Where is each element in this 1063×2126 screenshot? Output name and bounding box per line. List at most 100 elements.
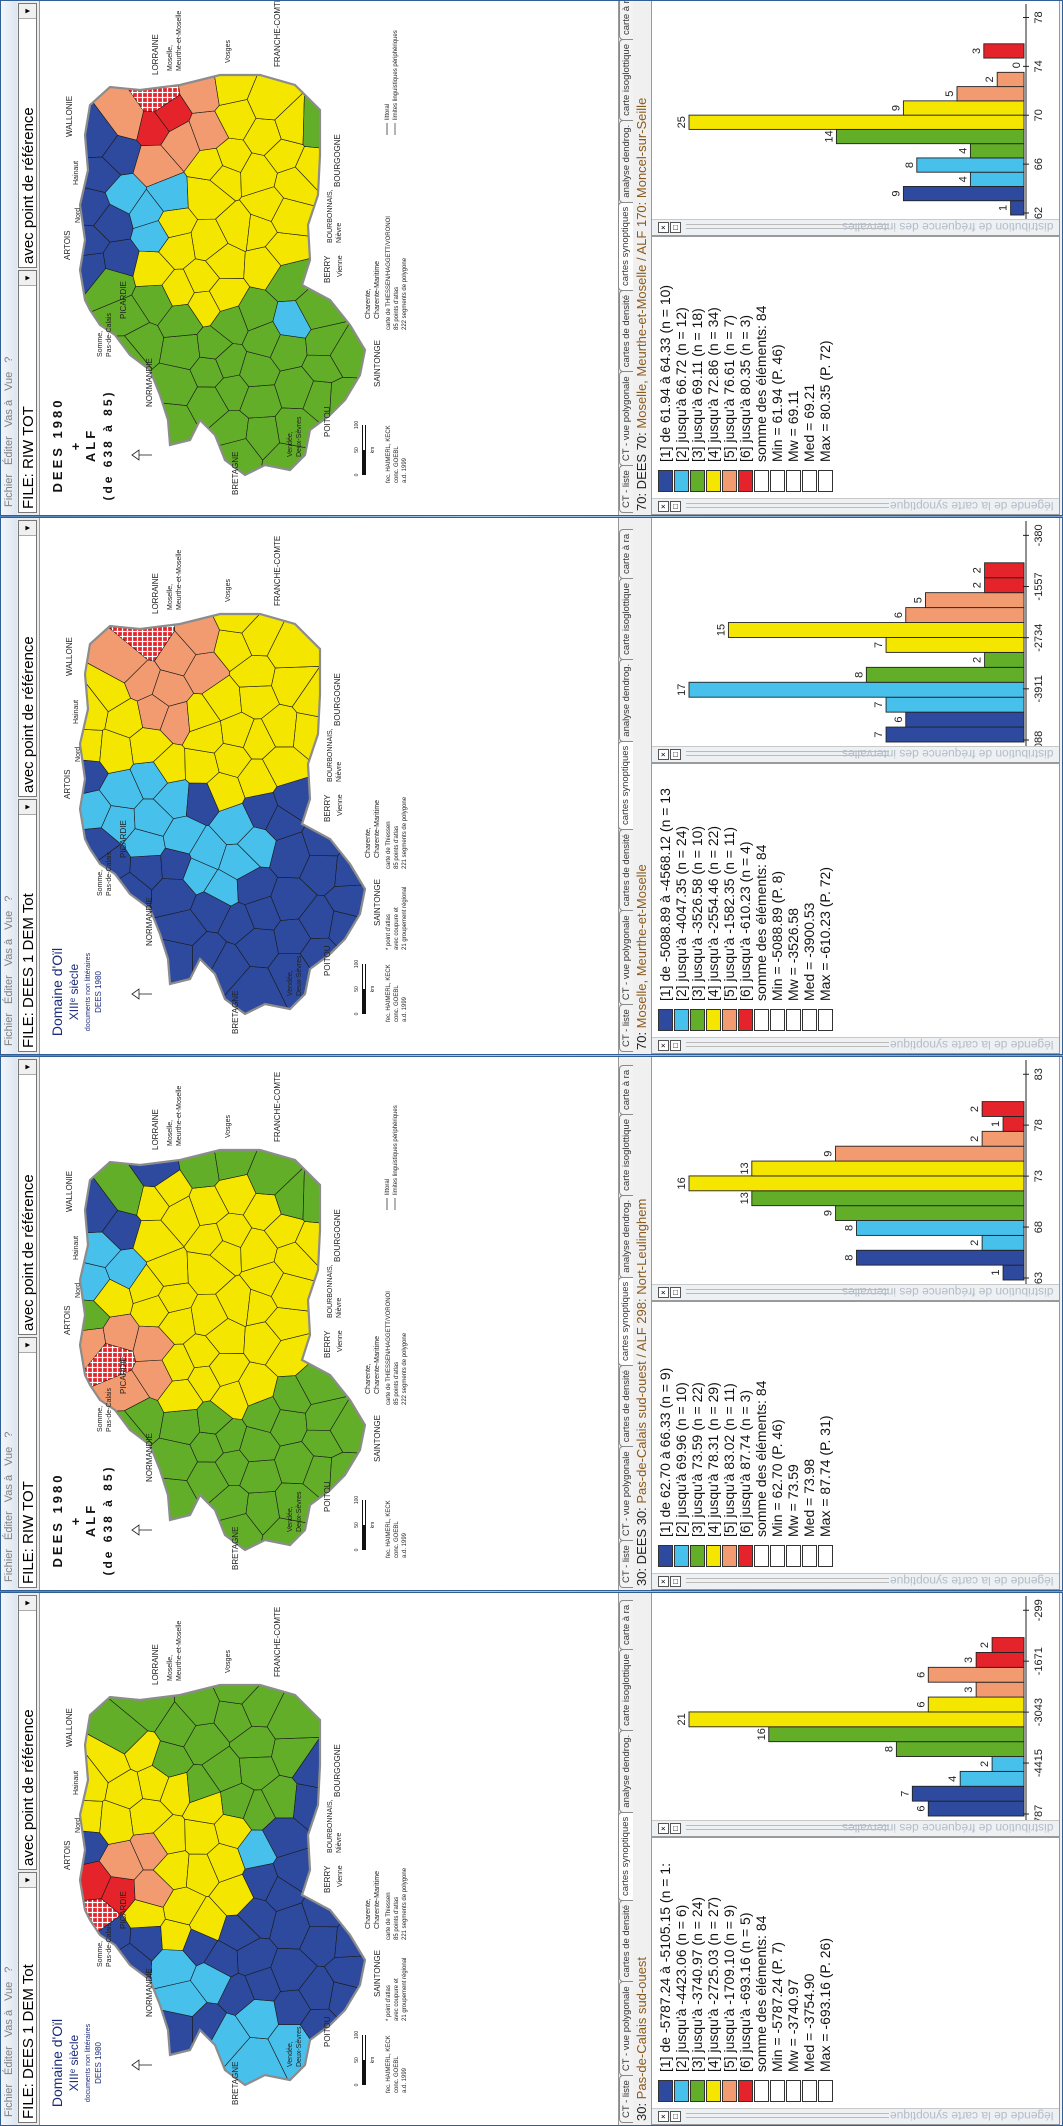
menu-item-4[interactable]: ? xyxy=(3,1966,15,1973)
close-icon[interactable]: × xyxy=(658,501,669,512)
drag-grip[interactable] xyxy=(686,1042,889,1047)
close-icon[interactable]: × xyxy=(658,1040,669,1051)
tab-4[interactable]: analyse dendrog. xyxy=(619,658,633,742)
legend-panel-titlebar[interactable]: × □ légende de la carte synoptique xyxy=(652,2108,1059,2124)
legend-swatch xyxy=(722,470,737,492)
histogram-panel-title: distribution de fréquence des intervalle… xyxy=(841,220,1053,234)
synoptic-map[interactable]: ARTOIS Nord Hainaut LORRAINE Moselle, Meurthe… xyxy=(39,0,619,515)
file-select[interactable]: FILE: DEES 1 DEM Tot ▼ xyxy=(18,799,37,1052)
synoptic-map[interactable]: ARTOIS Nord Hainaut LORRAINE Moselle, Meurthe… xyxy=(39,518,619,1054)
tab-6[interactable]: carte à ra xyxy=(619,1064,633,1115)
menu-item-0[interactable]: Fichier xyxy=(3,1012,15,1046)
tab-4[interactable]: analyse dendrog. xyxy=(619,1729,633,1813)
tab-2[interactable]: cartes de densité xyxy=(619,828,633,912)
tab-2[interactable]: cartes de densité xyxy=(619,1899,633,1983)
menu-item-3[interactable]: Vue xyxy=(3,910,15,930)
tab-1[interactable]: CT - vue polygonale xyxy=(619,1981,633,2077)
histogram-panel-titlebar[interactable]: × □ distribution de fréquence des interval… xyxy=(652,1284,1059,1300)
float-icon[interactable]: □ xyxy=(670,1287,681,1298)
menu-item-1[interactable]: Éditer xyxy=(3,436,15,465)
float-icon[interactable]: □ xyxy=(670,222,681,233)
legend-panel-titlebar[interactable]: × □ légende de la carte synoptique xyxy=(652,1573,1059,1589)
chevron-down-icon[interactable]: ▼ xyxy=(19,1873,36,1888)
menu-item-0[interactable]: Fichier xyxy=(3,473,15,507)
file-select[interactable]: FILE: RIW TOT ▼ xyxy=(18,1337,37,1588)
bar-value-label: 5 xyxy=(912,597,924,603)
menu-item-4[interactable]: ? xyxy=(3,356,15,363)
tab-4[interactable]: analyse dendrog. xyxy=(619,119,633,203)
float-icon[interactable]: □ xyxy=(670,2111,681,2122)
menu-item-2[interactable]: Vas à xyxy=(3,1474,15,1503)
legend-line: [1] de 61.94 à 64.33 (n = 10) xyxy=(657,284,673,462)
float-icon[interactable]: □ xyxy=(670,501,681,512)
tab-6[interactable]: carte à ra xyxy=(619,528,633,579)
tab-5[interactable]: carte isoglottique xyxy=(619,578,633,660)
float-icon[interactable]: □ xyxy=(670,1040,681,1051)
histogram-panel-titlebar[interactable]: × □ distribution de fréquence des interval… xyxy=(652,1820,1059,1836)
close-icon[interactable]: × xyxy=(658,1823,669,1834)
chevron-down-icon[interactable]: ▼ xyxy=(19,1596,36,1611)
menu-item-2[interactable]: Vas à xyxy=(3,2009,15,2038)
histogram-panel-titlebar[interactable]: × □ distribution de fréquence des interval… xyxy=(652,219,1059,235)
legend-panel-titlebar[interactable]: × □ légende de la carte synoptique xyxy=(652,1037,1059,1053)
file-select[interactable]: FILE: DEES 1 DEM Tot ▼ xyxy=(18,1872,37,2123)
tab-0[interactable]: CT - liste xyxy=(619,2075,633,2123)
tab-1[interactable]: CT - vue polygonale xyxy=(619,1446,633,1542)
tab-6[interactable]: carte à ra xyxy=(619,1599,633,1650)
drag-grip[interactable] xyxy=(686,2113,889,2118)
reference-select[interactable]: avec point de référence ▼ xyxy=(18,520,37,797)
close-icon[interactable]: × xyxy=(658,749,669,760)
synoptic-map[interactable]: ARTOIS Nord Hainaut LORRAINE Moselle, Meurthe… xyxy=(39,1593,619,2125)
synoptic-map[interactable]: ARTOIS Nord Hainaut LORRAINE Moselle, Meurthe… xyxy=(39,1057,619,1590)
menu-item-3[interactable]: Vue xyxy=(3,371,15,391)
menu-item-0[interactable]: Fichier xyxy=(3,2083,15,2117)
tab-2[interactable]: cartes de densité xyxy=(619,289,633,373)
tab-3[interactable]: cartes synoptiques xyxy=(618,201,633,291)
drag-grip[interactable] xyxy=(686,503,889,508)
chevron-down-icon[interactable]: ▼ xyxy=(19,1060,36,1075)
reference-select[interactable]: avec point de référence ▼ xyxy=(18,1059,37,1335)
menu-item-1[interactable]: Éditer xyxy=(3,975,15,1004)
tab-5[interactable]: carte isoglottique xyxy=(619,1649,633,1731)
tab-0[interactable]: CT - liste xyxy=(619,1004,633,1052)
tab-1[interactable]: CT - vue polygonale xyxy=(619,371,633,467)
close-icon[interactable]: × xyxy=(658,222,669,233)
tab-0[interactable]: CT - liste xyxy=(619,465,633,513)
menu-item-1[interactable]: Éditer xyxy=(3,2046,15,2075)
menu-item-2[interactable]: Vas à xyxy=(3,938,15,967)
chevron-down-icon[interactable]: ▼ xyxy=(19,800,36,815)
tab-0[interactable]: CT - liste xyxy=(619,1540,633,1588)
tab-5[interactable]: carte isoglottique xyxy=(619,1114,633,1196)
menu-item-4[interactable]: ? xyxy=(3,1431,15,1438)
tab-2[interactable]: cartes de densité xyxy=(619,1364,633,1448)
reference-select[interactable]: avec point de référence ▼ xyxy=(18,3,37,268)
close-icon[interactable]: × xyxy=(658,1287,669,1298)
tab-4[interactable]: analyse dendrog. xyxy=(619,1194,633,1278)
tab-6[interactable]: carte à ra xyxy=(619,1,633,40)
tab-3[interactable]: cartes synoptiques xyxy=(618,1276,633,1366)
close-icon[interactable]: × xyxy=(658,2111,669,2122)
menu-item-0[interactable]: Fichier xyxy=(3,1548,15,1582)
menu-item-3[interactable]: Vue xyxy=(3,1981,15,2001)
chevron-down-icon[interactable]: ▼ xyxy=(19,1338,36,1353)
chevron-down-icon[interactable]: ▼ xyxy=(19,521,36,536)
drag-grip[interactable] xyxy=(686,1578,889,1583)
legend-panel-titlebar[interactable]: × □ légende de la carte synoptique xyxy=(652,498,1059,514)
float-icon[interactable]: □ xyxy=(670,749,681,760)
menu-item-4[interactable]: ? xyxy=(3,895,15,902)
menu-item-1[interactable]: Éditer xyxy=(3,1511,15,1540)
float-icon[interactable]: □ xyxy=(670,1576,681,1587)
tab-3[interactable]: cartes synoptiques xyxy=(618,740,633,830)
histogram-panel-titlebar[interactable]: × □ distribution de fréquence des interval… xyxy=(652,746,1059,762)
tab-3[interactable]: cartes synoptiques xyxy=(618,1811,633,1901)
chevron-down-icon[interactable]: ▼ xyxy=(19,271,36,286)
tab-1[interactable]: CT - vue polygonale xyxy=(619,910,633,1006)
menu-item-3[interactable]: Vue xyxy=(3,1446,15,1466)
chevron-down-icon[interactable]: ▼ xyxy=(19,4,36,19)
close-icon[interactable]: × xyxy=(658,1576,669,1587)
reference-select[interactable]: avec point de référence ▼ xyxy=(18,1595,37,1870)
float-icon[interactable]: □ xyxy=(670,1823,681,1834)
menu-item-2[interactable]: Vas à xyxy=(3,399,15,428)
tab-5[interactable]: carte isoglottique xyxy=(619,39,633,121)
file-select[interactable]: FILE: RIW TOT ▼ xyxy=(18,270,37,513)
